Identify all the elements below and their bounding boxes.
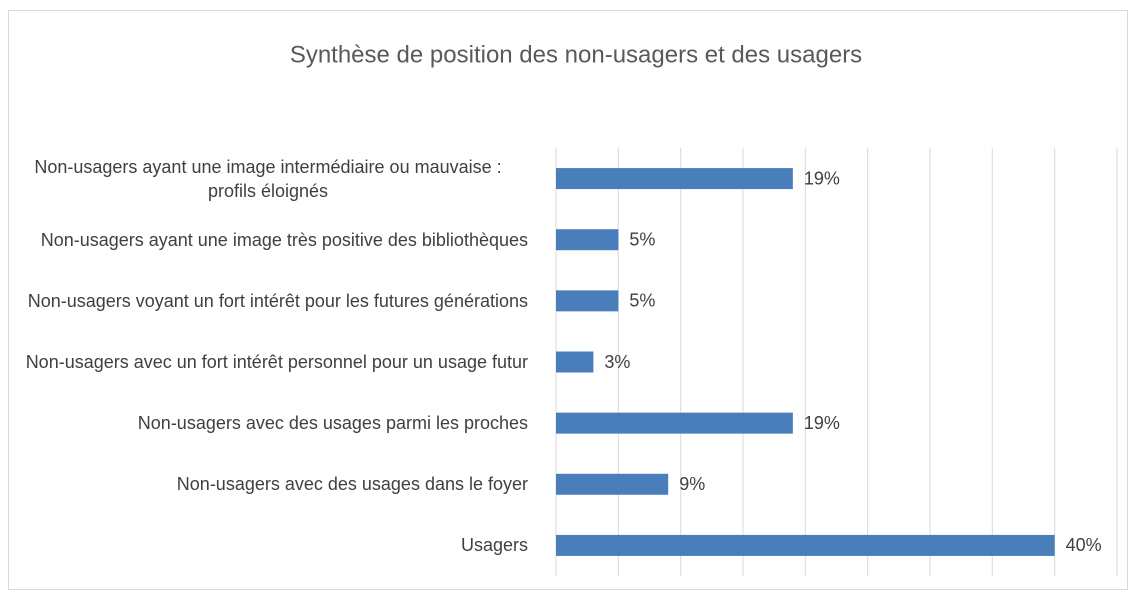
data-label: 5%: [629, 291, 655, 311]
y-tick-label: Non-usagers avec des usages dans le foye…: [8, 472, 528, 496]
data-label: 9%: [679, 474, 705, 494]
y-tick-label: Non-usagers ayant une image intermédiair…: [8, 155, 528, 203]
category-text: Non-usagers ayant une image intermédiair…: [34, 156, 502, 201]
bar: [556, 290, 619, 312]
y-tick-label: Non-usagers avec un fort intérêt personn…: [8, 350, 528, 374]
category-text: Non-usagers avec des usages parmi les pr…: [137, 413, 528, 434]
bar: [556, 534, 1055, 556]
data-label: 5%: [629, 229, 655, 249]
bar: [556, 168, 793, 190]
bar: [556, 412, 793, 434]
category-text: Non-usagers voyant un fort intérêt pour …: [27, 290, 528, 311]
y-tick-label: Non-usagers ayant une image très positiv…: [8, 228, 528, 252]
data-label: 3%: [604, 352, 630, 372]
category-text: Non-usagers avec un fort intérêt personn…: [25, 352, 528, 372]
category-text: Non-usagers ayant une image très positiv…: [40, 229, 528, 250]
y-tick-label: Non-usagers voyant un fort intérêt pour …: [8, 289, 528, 313]
bar: [556, 473, 669, 495]
data-label: 19%: [804, 168, 840, 188]
chart-title: Synthèse de position des non-usagers et …: [290, 41, 862, 68]
data-label: 40%: [1066, 535, 1102, 555]
y-tick-label: Non-usagers avec des usages parmi les pr…: [8, 411, 528, 435]
bar: [556, 351, 594, 373]
category-text: Non-usagers avec des usages dans le foye…: [176, 474, 528, 495]
y-tick-label: Usagers: [8, 533, 528, 557]
category-text: Usagers: [460, 535, 528, 556]
data-label: 19%: [804, 413, 840, 433]
bar: [556, 229, 619, 251]
